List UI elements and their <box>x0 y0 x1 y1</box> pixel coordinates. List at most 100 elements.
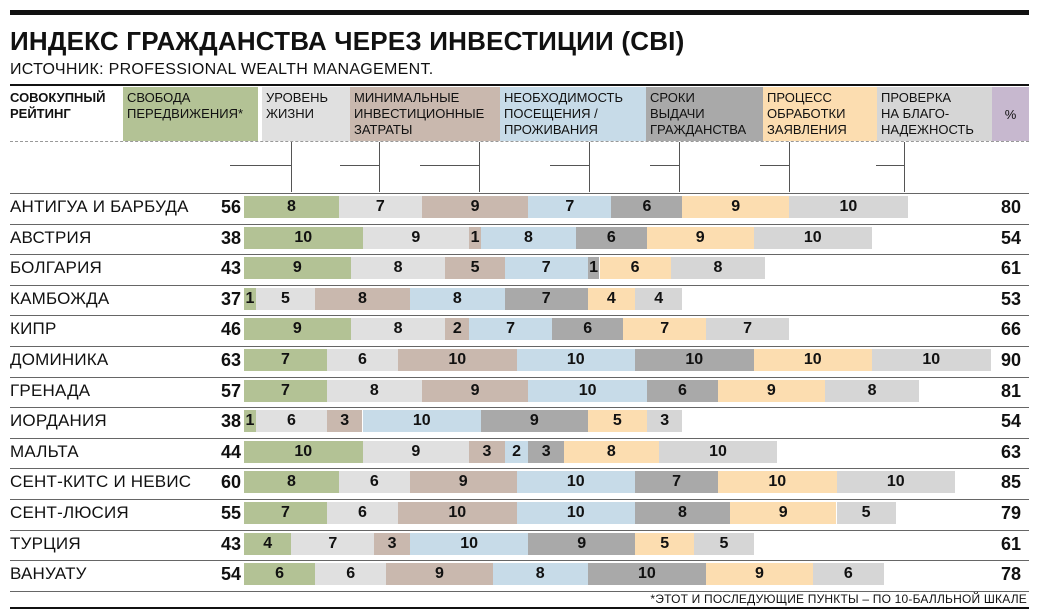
bar-segment-check: 4 <box>635 287 683 310</box>
bar-segment-freedom: 6 <box>244 563 316 586</box>
bar-segment-residence: 7 <box>469 318 553 341</box>
row-separator <box>10 468 1029 470</box>
rating-value: 43 <box>220 258 241 279</box>
bar-segment-timing: 6 <box>611 196 683 218</box>
row-separator <box>10 499 1029 500</box>
connector-check <box>876 142 905 166</box>
bar-segment-investment: 9 <box>421 196 529 218</box>
bar-segment-processing: 9 <box>706 563 813 586</box>
country-label: КАМБОЖДА <box>10 288 110 308</box>
row-separator <box>10 560 1029 562</box>
rating-value: 56 <box>220 197 241 217</box>
header-percent: % <box>992 87 1029 141</box>
bar-segment-investment: 5 <box>445 257 505 280</box>
bar-segment-check: 7 <box>706 318 790 341</box>
bar-segment-processing: 7 <box>623 318 707 341</box>
bar-segment-residence: 10 <box>516 349 636 371</box>
percent-value: 81 <box>1000 380 1021 401</box>
bar-segment-quality: 8 <box>350 318 446 341</box>
bar-segment-freedom: 10 <box>244 226 363 249</box>
bar-segment-freedom: 8 <box>244 196 339 218</box>
bar-segment-residence: 10 <box>528 379 647 402</box>
row-separator <box>10 529 1029 531</box>
connector-drop-quality <box>379 166 380 192</box>
bar-segment-investment: 1 <box>469 226 481 249</box>
bar-segment-processing: 9 <box>729 502 837 524</box>
bar-segment-timing: 6 <box>575 226 647 249</box>
row-separator <box>10 315 1029 317</box>
bar-segment-residence: 10 <box>516 502 636 524</box>
header-dashed-line <box>10 141 1029 142</box>
header-rule <box>10 84 1029 86</box>
rating-value: 57 <box>220 380 241 401</box>
bar-segment-processing: 9 <box>718 379 825 402</box>
connector-freedom <box>230 142 292 166</box>
country-label: ИОРДАНИЯ <box>10 411 107 431</box>
percent-value: 80 <box>1000 197 1021 217</box>
bar-segment-investment: 9 <box>421 379 529 402</box>
country-label: АНТИГУА И БАРБУДА <box>10 197 189 216</box>
bar-segment-timing: 6 <box>646 379 718 402</box>
row-separator <box>10 346 1029 347</box>
connector-drop-timing <box>679 166 680 192</box>
bar-segment-timing: 9 <box>528 532 636 555</box>
percent-value: 61 <box>1000 258 1021 279</box>
header-freedom: СВОБОДА ПЕРЕДВИЖЕНИЯ* <box>123 87 258 141</box>
header-residence: НЕОБХОДИМОСТЬ ПОСЕЩЕНИЯ / ПРОЖИВАНИЯ <box>500 87 646 141</box>
rating-value: 55 <box>220 503 241 523</box>
bar-segment-residence: 10 <box>516 471 636 494</box>
percent-value: 54 <box>1000 227 1021 248</box>
rating-value: 38 <box>220 411 241 432</box>
bar-segment-check: 10 <box>836 471 955 494</box>
connector-drop-investment <box>479 166 480 192</box>
bar-segment-investment: 3 <box>374 532 410 555</box>
header-timing: СРОКИ ВЫДАЧИ ГРАЖДАНСТВА <box>646 87 763 141</box>
row-separator <box>10 437 1029 439</box>
rating-value: 38 <box>220 227 241 248</box>
bar-segment-check: 8 <box>670 257 766 280</box>
percent-value: 54 <box>1000 411 1021 432</box>
bar-segment-timing: 10 <box>587 563 707 586</box>
bar-segment-processing: 5 <box>587 410 647 433</box>
bar-segment-residence: 7 <box>504 257 588 280</box>
top-rule <box>10 10 1029 15</box>
bar-segment-investment: 10 <box>398 349 517 371</box>
bar-segment-quality: 7 <box>291 532 375 555</box>
bar-segment-timing: 6 <box>552 318 624 341</box>
bar-segment-timing: 7 <box>504 287 588 310</box>
bar-segment-check: 5 <box>694 532 754 555</box>
bar-segment-processing: 8 <box>563 440 659 463</box>
bar-segment-timing: 1 <box>587 257 600 280</box>
connector-processing <box>760 142 790 166</box>
bar-segment-investment: 10 <box>398 502 517 524</box>
bar-segment-quality: 5 <box>255 287 316 310</box>
bar-segment-residence: 2 <box>504 440 529 463</box>
rating-value: 46 <box>220 319 241 340</box>
row-separator <box>10 376 1029 378</box>
bar-segment-check: 10 <box>753 226 873 249</box>
bar-segment-residence: 8 <box>481 226 576 249</box>
bar-segment-check: 6 <box>812 563 884 586</box>
bar-segment-check: 5 <box>836 502 896 524</box>
row-separator <box>10 284 1029 286</box>
bar-segment-timing: 10 <box>635 349 754 371</box>
bar-segment-residence: 8 <box>409 287 505 310</box>
rating-value: 54 <box>220 564 241 585</box>
header-rating: СОВОКУПНЫЙ РЕЙТИНГ <box>10 90 106 121</box>
bar-segment-freedom: 7 <box>244 502 327 524</box>
bar-segment-quality: 9 <box>362 226 470 249</box>
bar-segment-quality: 6 <box>326 502 399 524</box>
bar-segment-check: 3 <box>646 410 683 433</box>
header-check: ПРОВЕРКА НА БЛАГО- НАДЕЖНОСТЬ <box>877 87 992 141</box>
bar-segment-quality: 6 <box>326 349 399 371</box>
row-separator <box>10 590 1029 592</box>
rating-value: 60 <box>220 472 241 493</box>
country-label: ВАНУАТУ <box>10 564 87 584</box>
percent-value: 85 <box>1000 472 1021 493</box>
bar-segment-investment: 9 <box>386 563 493 586</box>
bar-segment-quality: 6 <box>338 471 410 494</box>
connector-drop-processing <box>789 166 790 192</box>
bar-segment-check: 10 <box>789 196 908 218</box>
bar-segment-residence: 10 <box>409 532 529 555</box>
bar-segment-freedom: 1 <box>244 287 256 310</box>
